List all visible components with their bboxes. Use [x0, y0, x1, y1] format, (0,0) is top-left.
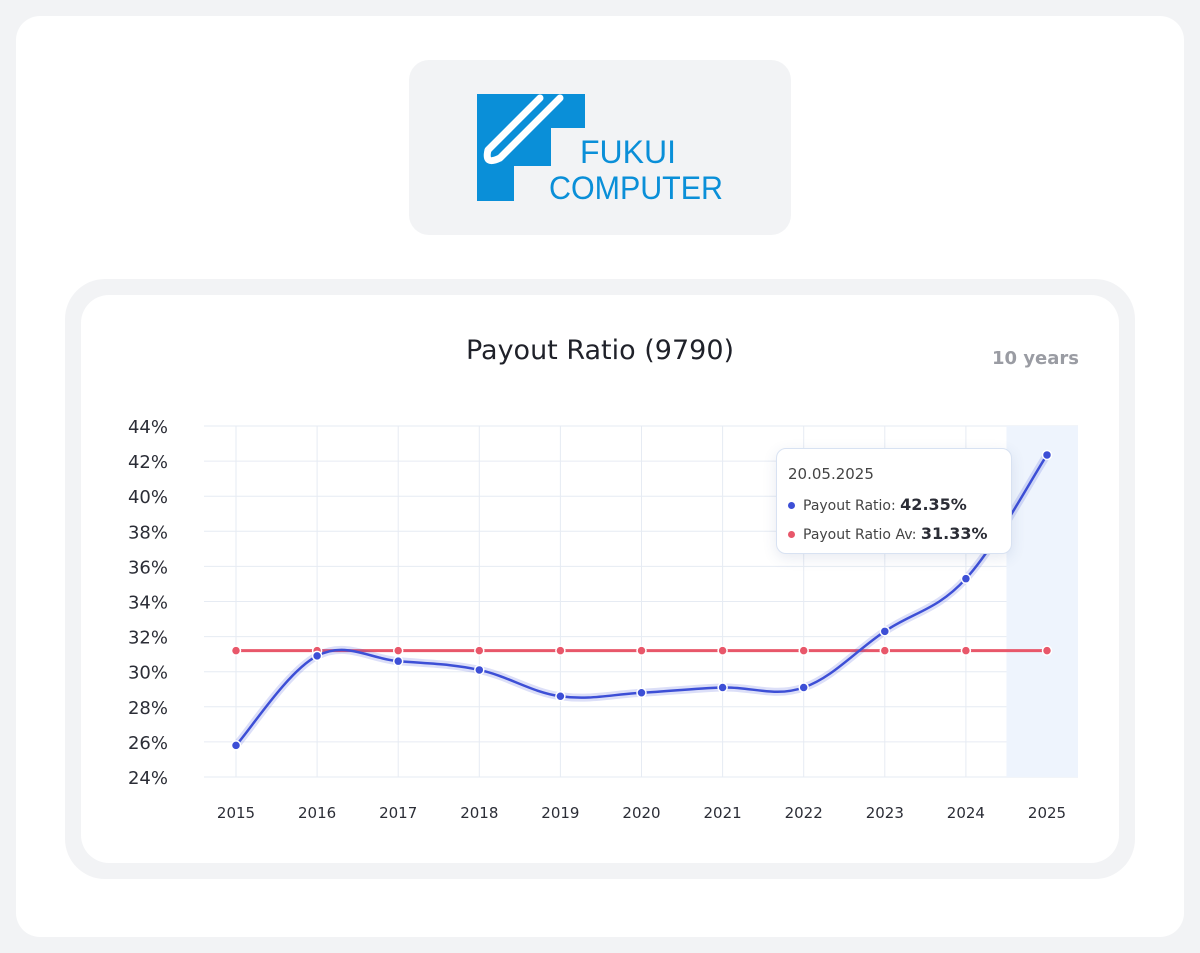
tooltip-label: Payout Ratio: [803, 498, 896, 514]
y-tick-label: 26% [128, 733, 168, 754]
x-tick-label: 2023 [866, 804, 904, 822]
data-point-payout-ratio-2024[interactable] [960, 573, 972, 584]
x-tick-label: 2016 [298, 804, 336, 822]
y-tick-label: 36% [128, 557, 168, 578]
data-point-payout-ratio-av-2017[interactable] [392, 645, 404, 656]
tooltip-label: Payout Ratio Av: [803, 527, 917, 543]
x-tick-label: 2021 [704, 804, 742, 822]
x-tick-label: 2018 [460, 804, 498, 822]
y-tick-label: 34% [128, 593, 168, 614]
data-point-payout-ratio-av-2015[interactable] [230, 645, 242, 656]
data-point-payout-ratio-2021[interactable] [717, 682, 728, 693]
highlight-band [1006, 426, 1078, 777]
data-point-payout-ratio-av-2025[interactable] [1041, 645, 1053, 656]
y-tick-label: 32% [128, 628, 168, 649]
data-point-payout-ratio-av-2020[interactable] [636, 645, 647, 656]
logo-text-line2: COMPUTER [549, 170, 723, 206]
x-tick-label: 2025 [1028, 804, 1066, 822]
chart-card [81, 295, 1119, 863]
data-point-payout-ratio-av-2019[interactable] [555, 645, 566, 656]
x-tick-label: 2017 [379, 804, 417, 822]
y-tick-label: 28% [128, 698, 168, 719]
data-point-payout-ratio-2025[interactable] [1041, 449, 1053, 461]
chart-tooltip: 20.05.2025 Payout Ratio: 42.35% Payout R… [776, 448, 1012, 554]
tooltip-value: 31.33% [920, 524, 988, 543]
data-point-payout-ratio-2016[interactable] [311, 650, 323, 662]
tooltip-value: 42.35% [900, 495, 967, 514]
x-tick-label: 2020 [622, 804, 660, 822]
y-tick-label: 44% [128, 417, 168, 438]
data-point-payout-ratio-2015[interactable] [230, 740, 242, 751]
tooltip-date: 20.05.2025 [788, 465, 874, 483]
data-point-payout-ratio-2018[interactable] [474, 664, 485, 676]
data-point-payout-ratio-2019[interactable] [555, 691, 566, 702]
x-tick-label: 2024 [947, 804, 985, 822]
red-dot-icon [788, 530, 795, 538]
y-tick-label: 40% [128, 487, 168, 508]
data-point-payout-ratio-2022[interactable] [798, 682, 809, 693]
data-point-payout-ratio-av-2018[interactable] [474, 645, 485, 656]
y-tick-label: 24% [128, 768, 168, 789]
x-tick-label: 2022 [785, 804, 823, 822]
data-point-payout-ratio-av-2021[interactable] [717, 645, 728, 656]
chart-title: Payout Ratio (9790) [465, 335, 735, 366]
y-tick-label: 30% [128, 663, 168, 684]
x-tick-label: 2015 [217, 804, 255, 822]
range-selector[interactable]: 10 years [992, 348, 1079, 369]
data-point-payout-ratio-2020[interactable] [636, 687, 647, 699]
tooltip-row-payout-ratio: Payout Ratio: 42.35% [788, 495, 967, 514]
tooltip-row-payout-ratio-av: Payout Ratio Av: 31.33% [788, 524, 988, 543]
data-point-payout-ratio-2017[interactable] [392, 655, 404, 667]
company-logo: FUKUI COMPUTER [409, 60, 791, 235]
y-tick-label: 38% [128, 522, 168, 543]
data-point-payout-ratio-av-2024[interactable] [960, 645, 972, 656]
data-point-payout-ratio-av-2022[interactable] [798, 645, 809, 656]
y-tick-label: 42% [128, 452, 168, 473]
logo-text-line1: FUKUI [580, 134, 676, 170]
data-point-payout-ratio-2023[interactable] [879, 626, 891, 637]
blue-dot-icon [788, 501, 795, 509]
data-point-payout-ratio-av-2023[interactable] [879, 645, 891, 656]
x-tick-label: 2019 [541, 804, 579, 822]
